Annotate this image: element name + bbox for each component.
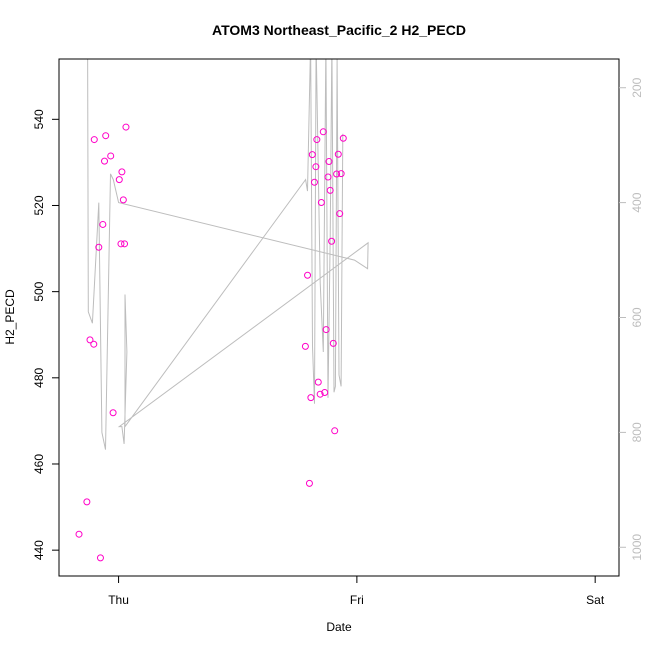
data-point (109, 409, 117, 417)
data-point (119, 196, 127, 204)
data-point (101, 157, 109, 165)
data-point (304, 271, 312, 279)
data-point (307, 394, 315, 402)
y-right-tick-label: 1000 (630, 534, 644, 561)
data-point (308, 151, 316, 159)
data-point (336, 210, 344, 218)
data-point (118, 168, 126, 176)
x-axis-label: Date (326, 620, 352, 634)
x-tick-label: Sat (586, 593, 605, 607)
data-point (317, 198, 325, 206)
y-left-tick-label: 520 (32, 195, 46, 215)
data-point (95, 243, 103, 251)
data-point (107, 152, 115, 160)
data-point (329, 339, 337, 347)
y-axis-label: H2_PECD (3, 289, 17, 345)
x-tick-label: Thu (108, 593, 129, 607)
data-point (115, 176, 123, 184)
data-point (319, 128, 327, 136)
y-axis-left: 440 460 480 500 520 540 (32, 109, 59, 560)
y-left-tick-label: 540 (32, 109, 46, 129)
data-point (312, 163, 320, 171)
x-axis: Thu Fri Sat (108, 576, 605, 607)
chart-title: ATOM3 Northeast_Pacific_2 H2_PECD (212, 22, 466, 38)
data-point (313, 136, 321, 144)
data-point (301, 342, 309, 350)
y-left-tick-label: 480 (32, 367, 46, 387)
data-point (117, 240, 125, 248)
y-right-tick-label: 400 (630, 192, 644, 212)
data-point (316, 390, 324, 398)
data-point (322, 326, 330, 334)
data-point (90, 340, 98, 348)
data-point (326, 186, 334, 194)
y-left-tick-label: 460 (32, 454, 46, 474)
data-point (328, 237, 336, 245)
data-point (337, 170, 345, 178)
data-point (333, 170, 341, 178)
data-point (99, 220, 107, 228)
data-point (83, 498, 91, 506)
data-point (102, 132, 110, 140)
data-point (314, 378, 322, 386)
data-point (325, 158, 333, 166)
line-series (87, 59, 369, 450)
data-point (324, 173, 332, 181)
data-point (334, 150, 342, 158)
x-tick-label: Fri (350, 593, 364, 607)
data-point (321, 388, 329, 396)
y-right-tick-label: 800 (630, 422, 644, 442)
data-point (310, 178, 318, 186)
data-point (339, 134, 347, 142)
y-left-tick-label: 500 (32, 281, 46, 301)
data-point (331, 427, 339, 435)
y-right-tick-label: 200 (630, 77, 644, 97)
data-point (90, 136, 98, 144)
data-point (86, 336, 94, 344)
y-axis-right: 200 400 600 800 1000 (619, 77, 644, 561)
data-point (122, 123, 130, 131)
data-point (121, 240, 129, 248)
series-line (87, 59, 369, 450)
y-left-tick-label: 440 (32, 540, 46, 560)
data-point (305, 479, 313, 487)
data-point (96, 554, 104, 562)
y-right-tick-label: 600 (630, 307, 644, 327)
point-series (75, 123, 347, 562)
data-point (75, 530, 83, 538)
